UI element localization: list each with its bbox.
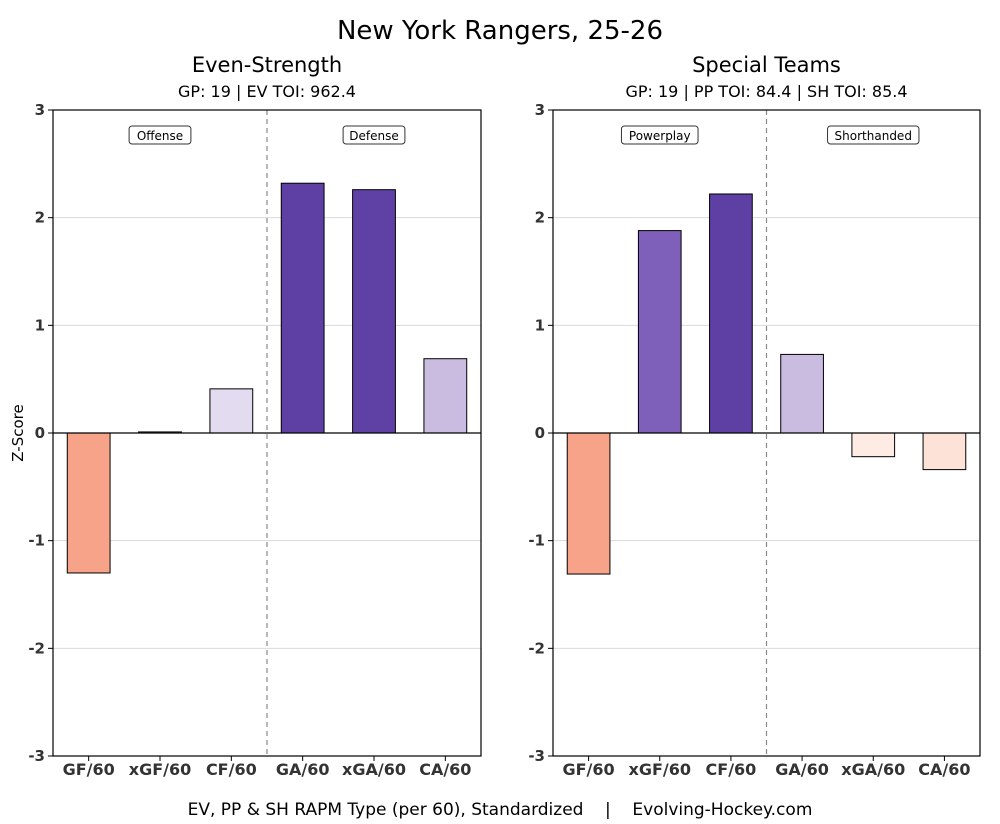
figure-caption: EV, PP & SH RAPM Type (per 60), Standard…: [188, 800, 813, 820]
x-tick-label: CA/60: [419, 760, 471, 779]
x-tick-label: GF/60: [63, 760, 115, 779]
bar-gf-60: [66, 432, 111, 574]
section-label-box: [128, 125, 192, 145]
x-tick-label: GA/60: [775, 760, 829, 779]
chart-panel-special-teams: Special Teams GP: 19 | PP TOI: 84.4 | SH …: [528, 53, 981, 779]
panel-frame: [52, 109, 482, 757]
y-tick-label: -3: [528, 747, 545, 765]
x-tick-label: CF/60: [206, 760, 257, 779]
y-tick-label: 2: [535, 209, 545, 227]
x-tick-label: CA/60: [918, 760, 970, 779]
bar-ga-60: [780, 353, 824, 434]
section-label: Offense: [137, 129, 183, 143]
section-label: Shorthanded: [835, 129, 912, 143]
bar-ga-60: [280, 182, 325, 434]
y-tick-label: 0: [35, 424, 45, 442]
y-tick-label: -1: [528, 532, 545, 550]
panel-title: Even-Strength: [192, 53, 342, 77]
y-tick-label: -2: [28, 639, 45, 657]
bar-gf-60: [566, 432, 611, 575]
y-tick-label: 1: [35, 316, 45, 334]
panel-subtitle: GP: 19 | EV TOI: 962.4: [178, 82, 356, 101]
panel-subtitle: GP: 19 | PP TOI: 84.4 | SH TOI: 85.4: [625, 82, 907, 101]
section-label: Defense: [349, 129, 398, 143]
y-tick-label: 1: [535, 316, 545, 334]
x-tick-label: CF/60: [706, 760, 757, 779]
bar-xga-60: [851, 432, 896, 458]
y-tick-label: 2: [35, 209, 45, 227]
y-tick-label: 3: [535, 101, 545, 119]
section-label-box: [827, 125, 920, 145]
chart-panels: Even-Strength GP: 19 | EV TOI: 962.4 3 2 1 0 -…: [28, 53, 981, 779]
x-tick-label: xGA/60: [342, 760, 406, 779]
bar-xga-60: [352, 189, 396, 434]
section-label: Powerplay: [629, 129, 691, 143]
y-tick-label: 0: [535, 424, 545, 442]
x-tick-label: GF/60: [562, 760, 614, 779]
section-label-box: [342, 125, 406, 145]
bar-xgf-60: [637, 230, 682, 434]
figure-title: New York Rangers, 25-26: [337, 16, 663, 46]
panel-title: Special Teams: [692, 53, 841, 77]
y-axis-label: Z-Score: [9, 404, 27, 461]
y-tick-label: 3: [35, 101, 45, 119]
section-label-box: [620, 125, 699, 145]
y-tick-label: -1: [28, 532, 45, 550]
bar-ca-60: [922, 432, 967, 471]
bar-ca-60: [423, 358, 468, 434]
chart-panel-even-strength: Even-Strength GP: 19 | EV TOI: 962.4 3 2 1 0 -…: [28, 53, 482, 779]
bar-cf-60: [209, 388, 254, 434]
y-tick-label: -2: [528, 639, 545, 657]
bar-cf-60: [709, 193, 753, 434]
x-tick-label: xGA/60: [841, 760, 905, 779]
x-tick-label: xGF/60: [129, 760, 192, 779]
x-tick-label: GA/60: [276, 760, 330, 779]
panel-frame: [552, 109, 981, 757]
x-tick-label: xGF/60: [629, 760, 692, 779]
y-tick-label: -3: [28, 747, 45, 765]
